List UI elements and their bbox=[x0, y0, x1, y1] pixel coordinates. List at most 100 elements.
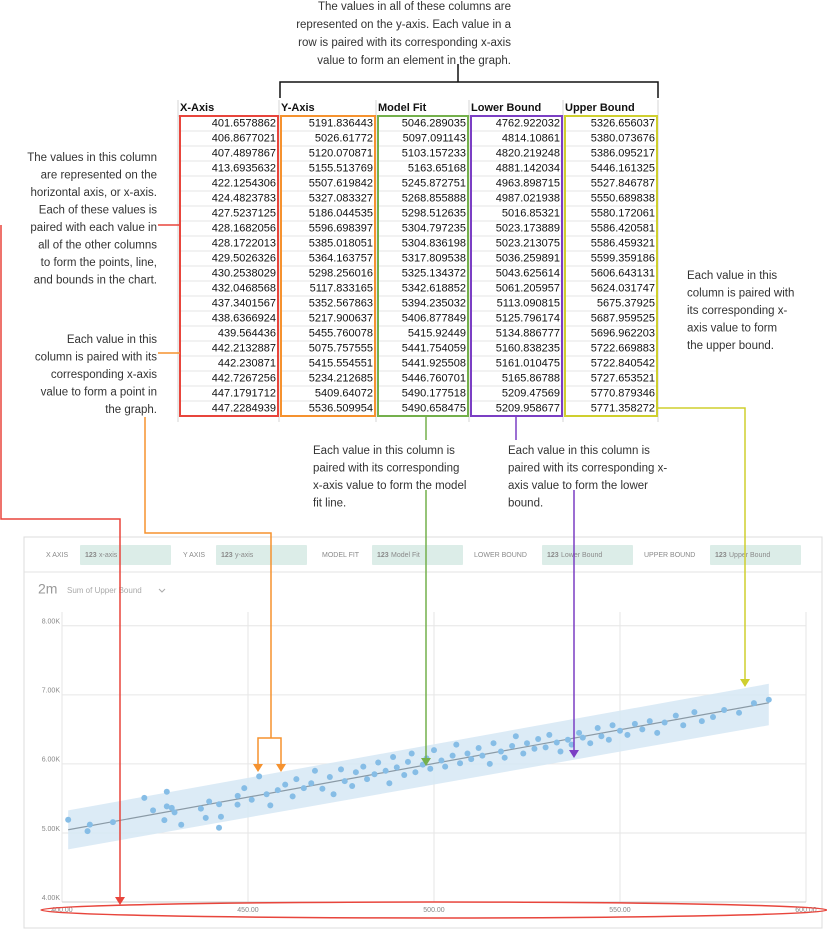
annotation-line: value to form an element in the graph. bbox=[317, 55, 511, 67]
table-cell: 5624.031747 bbox=[591, 282, 655, 294]
table-cell: 4987.021938 bbox=[496, 192, 560, 204]
table-cell: 5097.091143 bbox=[403, 132, 466, 144]
table-cell: 428.1682056 bbox=[212, 222, 276, 234]
scatter-point bbox=[765, 696, 772, 703]
field-label: X AXIS bbox=[46, 552, 69, 559]
table-cell: 4762.922032 bbox=[496, 117, 560, 129]
table-background bbox=[178, 100, 658, 422]
scatter-point bbox=[163, 803, 170, 810]
annotation-line: corresponding x-axis bbox=[51, 369, 157, 381]
table-cell: 5304.797235 bbox=[402, 222, 466, 234]
table-cell: 5317.809538 bbox=[402, 252, 466, 264]
table-cell: 438.6366924 bbox=[212, 312, 276, 324]
scatter-point bbox=[390, 754, 397, 760]
scatter-point bbox=[412, 769, 419, 776]
scatter-point bbox=[449, 752, 456, 759]
scatter-point bbox=[594, 725, 601, 731]
scatter-point bbox=[490, 740, 497, 747]
table-cell: 5327.083327 bbox=[309, 192, 373, 204]
scatter-point bbox=[330, 791, 337, 798]
arrowhead bbox=[740, 679, 750, 687]
annotation-line: the graph. bbox=[105, 404, 157, 416]
annotation-line: and bounds in the chart. bbox=[34, 275, 157, 287]
scatter-point bbox=[308, 780, 315, 787]
annotation: Each value in this column is paired with … bbox=[35, 334, 157, 416]
scatter-point bbox=[163, 788, 170, 795]
table-cell: 5415.554551 bbox=[309, 357, 373, 369]
scatter-point bbox=[646, 718, 653, 725]
scatter-point bbox=[475, 745, 482, 752]
scatter-point bbox=[672, 712, 679, 719]
annotation-line: are represented on the bbox=[41, 170, 157, 182]
scatter-point bbox=[453, 741, 460, 748]
scatter-point bbox=[84, 828, 91, 835]
table-cell: 5409.64072 bbox=[315, 387, 373, 399]
table-cell: 5117.833165 bbox=[310, 282, 373, 294]
scatter-point bbox=[698, 718, 705, 725]
table-cell: 5586.459321 bbox=[591, 237, 655, 249]
scatter-point bbox=[86, 821, 93, 828]
scatter-point bbox=[216, 824, 223, 831]
table-cell: 5342.618852 bbox=[402, 282, 466, 294]
scatter-point bbox=[371, 771, 378, 778]
annotation-line: column is paired with its bbox=[35, 352, 157, 364]
table-cell: 5596.698397 bbox=[309, 222, 373, 234]
table-cell: 5103.157233 bbox=[402, 147, 466, 159]
table-cell: 5075.757555 bbox=[309, 342, 373, 354]
scatter-point bbox=[300, 785, 307, 792]
scatter-point bbox=[326, 774, 333, 781]
table-cell: 5380.073676 bbox=[591, 132, 655, 144]
scatter-point bbox=[171, 809, 178, 816]
annotation-line: The values in this column bbox=[27, 152, 157, 164]
scatter-point bbox=[352, 769, 359, 776]
scatter-point bbox=[568, 741, 575, 748]
arrowhead bbox=[253, 764, 286, 772]
x-axis-highlight bbox=[40, 901, 827, 919]
table-cell: 5446.161325 bbox=[591, 162, 655, 174]
table-cell: 5406.877849 bbox=[402, 312, 466, 324]
table-cell: 5386.095217 bbox=[591, 147, 655, 159]
field-name: Model Fit bbox=[391, 552, 420, 559]
table-cell: 5687.959525 bbox=[591, 312, 655, 324]
table-cell: 5580.172061 bbox=[591, 207, 655, 219]
scatter-point bbox=[750, 700, 757, 707]
annotation-line: Each value in this bbox=[687, 270, 777, 282]
scatter-point bbox=[524, 740, 530, 747]
scatter-point bbox=[605, 736, 612, 743]
column-highlight bbox=[280, 115, 376, 417]
table-cell: 4814.10861 bbox=[502, 132, 560, 144]
annotation-line: the upper bound. bbox=[687, 340, 774, 352]
field-label: MODEL FIT bbox=[322, 552, 360, 559]
table-cell: 428.1722013 bbox=[212, 237, 276, 249]
scatter-point bbox=[202, 814, 209, 821]
annotation-line: The values in all of these columns are bbox=[318, 1, 511, 13]
scatter-point bbox=[109, 819, 116, 826]
table-cell: 5125.796174 bbox=[496, 312, 560, 324]
table-cell: 407.4897867 bbox=[212, 147, 276, 159]
scatter-point bbox=[431, 747, 437, 754]
table-cell: 401.6578862 bbox=[212, 117, 276, 129]
annotation-line: Each of these values is bbox=[39, 205, 158, 217]
scatter-point bbox=[486, 760, 493, 767]
table-cell: 5527.846787 bbox=[591, 177, 655, 189]
table-cell: 5304.836198 bbox=[402, 237, 466, 249]
field-icon: 123 bbox=[547, 552, 559, 559]
table-cell: 5394.235032 bbox=[402, 297, 466, 309]
field-pill bbox=[542, 545, 633, 565]
annotation-line: fit line. bbox=[313, 498, 346, 510]
table-cell: 5441.754059 bbox=[402, 342, 466, 354]
table-cell: 5046.289035 bbox=[402, 117, 466, 129]
scatter-point bbox=[564, 736, 571, 743]
column-header: Model Fit bbox=[378, 102, 427, 114]
scatter-point bbox=[721, 707, 728, 714]
table-cell: 5490.177518 bbox=[402, 387, 466, 399]
table-cell: 5441.925508 bbox=[402, 357, 466, 369]
field-name: y-axis bbox=[235, 552, 254, 559]
x-tick-label: 550.00 bbox=[609, 907, 631, 914]
scatter-point bbox=[427, 765, 434, 772]
table-cell: 427.5237125 bbox=[212, 207, 276, 219]
table-cell: 5165.86788 bbox=[502, 372, 560, 384]
table-cell: 5364.163757 bbox=[309, 252, 373, 264]
table-cell: 442.230871 bbox=[218, 357, 276, 369]
